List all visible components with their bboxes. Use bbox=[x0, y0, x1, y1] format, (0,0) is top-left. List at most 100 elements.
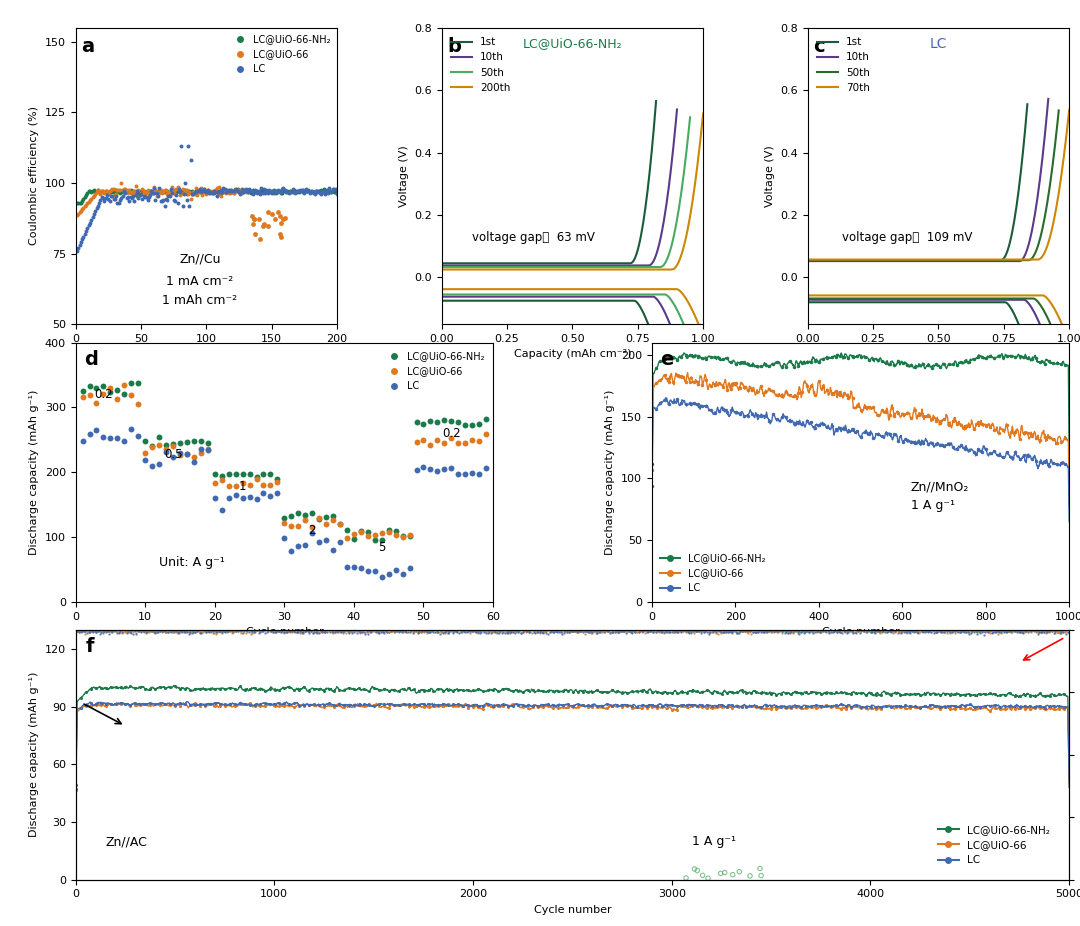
Point bbox=[148, 186, 165, 201]
Point bbox=[245, 182, 262, 197]
Point bbox=[286, 186, 303, 201]
Point bbox=[195, 181, 213, 196]
Point bbox=[694, 868, 712, 882]
Point bbox=[221, 185, 239, 200]
Point bbox=[156, 199, 173, 214]
Point bbox=[267, 212, 284, 227]
Point bbox=[225, 185, 242, 200]
Text: 1 mAh cm⁻²: 1 mAh cm⁻² bbox=[162, 294, 238, 307]
Point bbox=[172, 187, 189, 202]
Point bbox=[259, 205, 276, 219]
Point bbox=[109, 382, 126, 397]
Point bbox=[144, 459, 161, 474]
Point bbox=[76, 190, 93, 205]
Point bbox=[79, 186, 96, 201]
Point bbox=[109, 183, 126, 198]
Point bbox=[299, 182, 316, 197]
Point bbox=[240, 184, 257, 199]
Point bbox=[186, 184, 203, 199]
Point bbox=[310, 535, 327, 550]
Point bbox=[98, 184, 116, 199]
Legend: 1st, 10th, 50th, 70th: 1st, 10th, 50th, 70th bbox=[813, 33, 875, 97]
Point bbox=[324, 543, 341, 557]
Point bbox=[283, 183, 300, 198]
Point bbox=[79, 220, 96, 235]
Point bbox=[210, 187, 227, 202]
Point bbox=[303, 506, 321, 520]
Point bbox=[71, 205, 89, 219]
Point bbox=[415, 432, 432, 447]
Point bbox=[109, 392, 126, 407]
Point bbox=[183, 153, 200, 168]
Point bbox=[314, 183, 332, 198]
Point bbox=[162, 185, 179, 200]
Point bbox=[133, 184, 150, 199]
Point bbox=[422, 414, 440, 429]
Point bbox=[158, 442, 175, 457]
Point bbox=[234, 184, 252, 199]
Point bbox=[322, 184, 339, 199]
Point bbox=[204, 185, 221, 200]
Point bbox=[313, 186, 330, 201]
Point bbox=[117, 186, 134, 201]
Text: a: a bbox=[81, 37, 94, 56]
Point bbox=[199, 442, 216, 457]
Point bbox=[303, 526, 321, 541]
Point bbox=[146, 185, 163, 200]
Point bbox=[153, 186, 171, 201]
Point bbox=[186, 187, 203, 202]
Point bbox=[200, 183, 217, 198]
Point bbox=[220, 467, 238, 482]
Point bbox=[154, 193, 172, 207]
Point bbox=[394, 529, 411, 544]
Point bbox=[230, 184, 247, 199]
Point bbox=[214, 184, 231, 199]
Point bbox=[222, 182, 240, 197]
Point bbox=[93, 183, 110, 198]
Point bbox=[366, 528, 383, 543]
Text: 0.2: 0.2 bbox=[442, 427, 461, 440]
X-axis label: Capacity (mAh cm⁻²): Capacity (mAh cm⁻²) bbox=[514, 349, 631, 359]
Point bbox=[171, 181, 188, 196]
Point bbox=[174, 182, 191, 197]
Point bbox=[137, 184, 154, 199]
Point bbox=[93, 183, 110, 198]
Point bbox=[270, 184, 287, 199]
Point bbox=[116, 386, 133, 401]
Point bbox=[116, 181, 133, 196]
Point bbox=[228, 181, 245, 196]
Point bbox=[125, 194, 143, 208]
Point bbox=[241, 182, 258, 197]
Point bbox=[80, 184, 97, 199]
Text: LC@UiO-66-NH₂: LC@UiO-66-NH₂ bbox=[523, 37, 622, 50]
Point bbox=[103, 185, 120, 200]
Point bbox=[255, 485, 272, 500]
Point bbox=[241, 478, 258, 493]
Point bbox=[178, 182, 195, 197]
Point bbox=[192, 446, 210, 461]
Point bbox=[186, 449, 203, 464]
Point bbox=[477, 411, 495, 426]
Point bbox=[159, 183, 176, 198]
Point bbox=[255, 183, 272, 198]
Point bbox=[257, 185, 274, 200]
Point bbox=[158, 444, 175, 459]
Point bbox=[234, 491, 252, 506]
Point bbox=[204, 185, 221, 200]
Point bbox=[752, 861, 769, 876]
Point bbox=[103, 189, 120, 204]
Point bbox=[162, 181, 179, 196]
Point bbox=[183, 184, 200, 199]
Point bbox=[144, 185, 161, 200]
Point bbox=[232, 186, 249, 201]
Point bbox=[87, 381, 105, 395]
Point bbox=[289, 539, 307, 554]
Point bbox=[123, 191, 140, 206]
Legend: LC@UiO-66-NH₂, LC@UiO-66, LC: LC@UiO-66-NH₂, LC@UiO-66, LC bbox=[657, 549, 769, 597]
Point bbox=[177, 182, 194, 197]
Point bbox=[273, 230, 291, 244]
Point bbox=[78, 188, 95, 203]
Point bbox=[87, 423, 105, 438]
Point bbox=[139, 182, 157, 197]
Point bbox=[153, 183, 171, 198]
